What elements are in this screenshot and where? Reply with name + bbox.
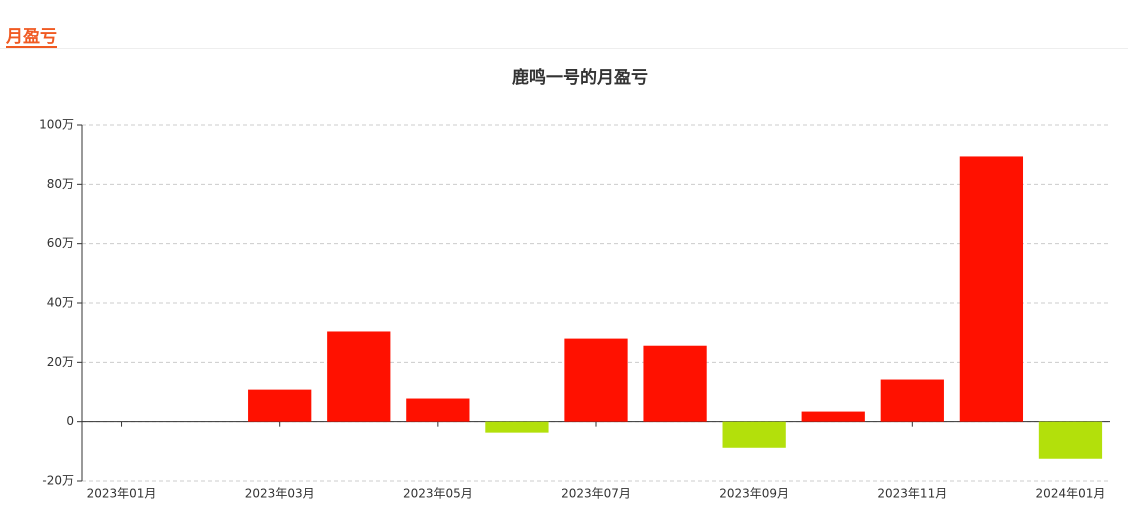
x-tick-label: 2023年01月 — [87, 487, 157, 501]
y-tick-label: 40万 — [47, 296, 74, 310]
bar — [722, 421, 786, 448]
bar — [880, 379, 944, 422]
x-tick-label: 2023年11月 — [877, 487, 947, 501]
bar — [643, 345, 707, 422]
tab-label[interactable]: 月盈亏 — [5, 27, 57, 47]
y-tick-label: 0 — [66, 414, 74, 428]
x-tick-label: 2023年09月 — [719, 487, 789, 501]
y-tick-label: 100万 — [39, 118, 74, 132]
bar — [959, 156, 1024, 422]
bar — [1038, 421, 1103, 459]
chart-title: 鹿鸣一号的月盈亏 — [512, 67, 648, 88]
y-tick-label: 60万 — [47, 236, 74, 250]
x-tick-label: 2023年05月 — [403, 487, 473, 501]
bar — [248, 389, 312, 422]
bar — [564, 338, 628, 422]
x-tick-label: 2023年07月 — [561, 487, 631, 501]
bar — [406, 398, 470, 422]
bar — [801, 411, 865, 422]
tab-underline — [6, 46, 57, 48]
bar — [327, 331, 391, 422]
y-tick-label: 80万 — [47, 177, 74, 191]
x-tick-label: 2023年03月 — [245, 487, 315, 501]
x-tick-label: 2024年01月 — [1036, 487, 1106, 501]
y-tick-label: -20万 — [42, 474, 74, 488]
bar — [485, 421, 549, 433]
y-tick-label: 20万 — [47, 355, 74, 369]
